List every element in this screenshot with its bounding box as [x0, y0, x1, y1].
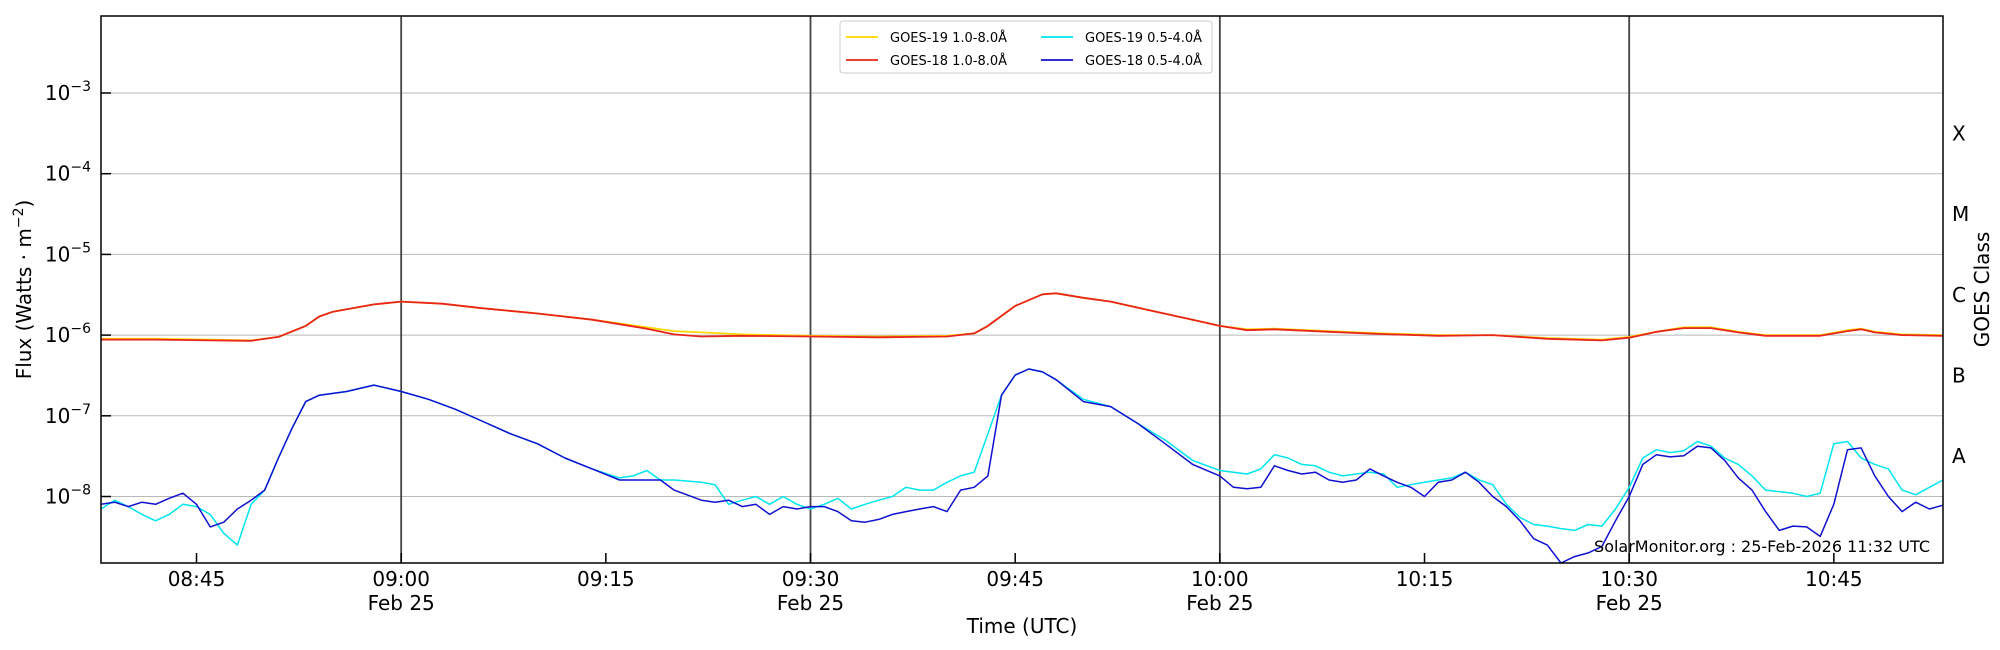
- goes-class-label: X: [1952, 121, 1966, 145]
- x-tick-date-label: Feb 25: [1186, 591, 1253, 615]
- series-line-4: [100, 368, 1944, 564]
- legend-label: GOES-18 1.0-8.0Å: [890, 53, 1007, 69]
- goes-class-label: A: [1952, 444, 1966, 468]
- legend-label: GOES-18 0.5-4.0Å: [1085, 53, 1202, 69]
- series-line-1: [101, 292, 1944, 342]
- credit-text: SolarMonitor.org : 25-Feb-2026 11:32 UTC: [1594, 537, 1930, 556]
- x-tick-label: 09:15: [577, 567, 635, 591]
- x-tick-label: 10:45: [1805, 567, 1863, 591]
- grid-lines: [101, 92, 1943, 498]
- y-tick-label: 10−5: [45, 240, 91, 266]
- legend-label: GOES-19 1.0-8.0Å: [890, 30, 1007, 46]
- x-axis-title: Time (UTC): [966, 614, 1078, 638]
- y-tick-label: 10−8: [45, 483, 91, 509]
- x-tick-label: 09:30: [782, 567, 840, 591]
- x-tick-label: 09:45: [986, 567, 1044, 591]
- goes-class-label: M: [1952, 202, 1969, 226]
- x-tick-date-label: Feb 25: [1596, 591, 1663, 615]
- x-tick-label: 10:15: [1396, 567, 1454, 591]
- x-tick-date-label: Feb 25: [368, 591, 435, 615]
- y-tick-label: 10−3: [45, 79, 91, 105]
- series-line-2: [101, 292, 1944, 342]
- series-lines: [100, 292, 1944, 564]
- y-axis-ticks: 10−8 10−7 10−6 10−5 10−4 10−3: [45, 79, 111, 509]
- y-tick-label: 10−4: [45, 160, 91, 186]
- legend: GOES-19 1.0-8.0Å GOES-18 1.0-8.0Å GOES-19 …: [839, 20, 1213, 74]
- x-tick-label: 09:00: [372, 567, 430, 591]
- y-tick-label: 10−7: [45, 402, 91, 428]
- y-axis-title: Flux (Watts · m−2): [11, 200, 36, 380]
- plot-frame: [100, 15, 1944, 564]
- x-tick-label: 08:45: [168, 567, 226, 591]
- goes-class-axis-title: GOES Class: [1970, 232, 1994, 348]
- goes-class-ticks: A B C M X: [1952, 121, 1969, 468]
- x-tick-date-label: Feb 25: [777, 591, 844, 615]
- day-marker-lines: [400, 16, 1631, 563]
- x-tick-label: 10:00: [1191, 567, 1249, 591]
- y-tick-label: 10−6: [45, 321, 91, 347]
- x-tick-label: 10:30: [1600, 567, 1658, 591]
- goes-class-label: C: [1952, 283, 1966, 307]
- legend-label: GOES-19 0.5-4.0Å: [1085, 30, 1202, 46]
- legend-box: [839, 20, 1213, 74]
- goes-class-label: B: [1952, 363, 1966, 387]
